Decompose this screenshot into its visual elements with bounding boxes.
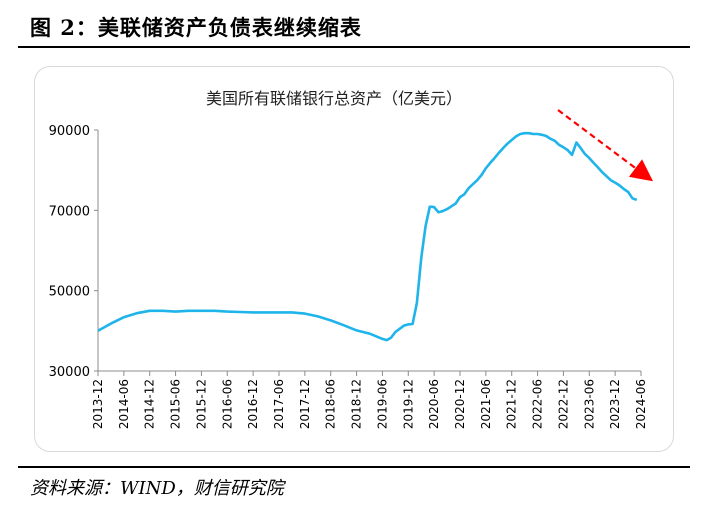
x-tick-label: 2014-06: [117, 379, 131, 429]
y-tick-label: 30000: [49, 365, 90, 380]
x-tick-label: 2019-12: [401, 379, 415, 429]
x-tick-label: 2015-06: [169, 379, 183, 429]
bottom-rule: [18, 466, 690, 468]
x-tick-label: 2020-12: [453, 379, 467, 429]
x-tick-label: 2017-12: [298, 379, 312, 429]
x-tick-label: 2018-12: [350, 379, 364, 429]
x-tick-label: 2022-12: [556, 379, 570, 429]
x-tick-label: 2022-06: [531, 379, 545, 429]
x-tick-label: 2024-06: [634, 379, 648, 429]
chart-panel: [34, 66, 674, 452]
x-tick-label: 2016-12: [246, 379, 260, 429]
x-axis: 2013-12 2014-06 2014-12 2015-06 2015-12 2016-…: [91, 370, 648, 429]
x-tick-label: 2015-12: [194, 379, 208, 429]
x-tick-label: 2014-12: [143, 379, 157, 429]
top-rule: [18, 46, 690, 48]
x-tick-label: 2017-06: [272, 379, 286, 429]
x-tick-label: 2018-06: [324, 379, 338, 429]
x-tick-label: 2016-06: [220, 379, 234, 429]
y-tick-label: 90000: [49, 124, 90, 139]
chart-title: 美国所有联储银行总资产（亿美元）: [206, 89, 462, 108]
x-tick-label: 2019-06: [375, 379, 389, 429]
x-tick-label: 2023-06: [582, 379, 596, 429]
downtrend-arrow: [557, 109, 654, 182]
y-axis: 30000 50000 70000 90000: [49, 124, 99, 380]
x-tick-label: 2021-06: [479, 379, 493, 429]
y-tick-label: 50000: [49, 285, 90, 300]
figure-title: 图 2：美联储资产负债表继续缩表: [30, 15, 362, 40]
x-tick-label: 2023-12: [608, 379, 622, 429]
x-tick-label: 2013-12: [91, 379, 105, 429]
x-tick-label: 2021-12: [505, 379, 519, 429]
series-line-total-assets: [97, 131, 638, 342]
x-tick-label: 2020-06: [427, 379, 441, 429]
source-note: 资料来源：WIND，财信研究院: [30, 478, 284, 499]
y-tick-label: 70000: [49, 204, 90, 219]
